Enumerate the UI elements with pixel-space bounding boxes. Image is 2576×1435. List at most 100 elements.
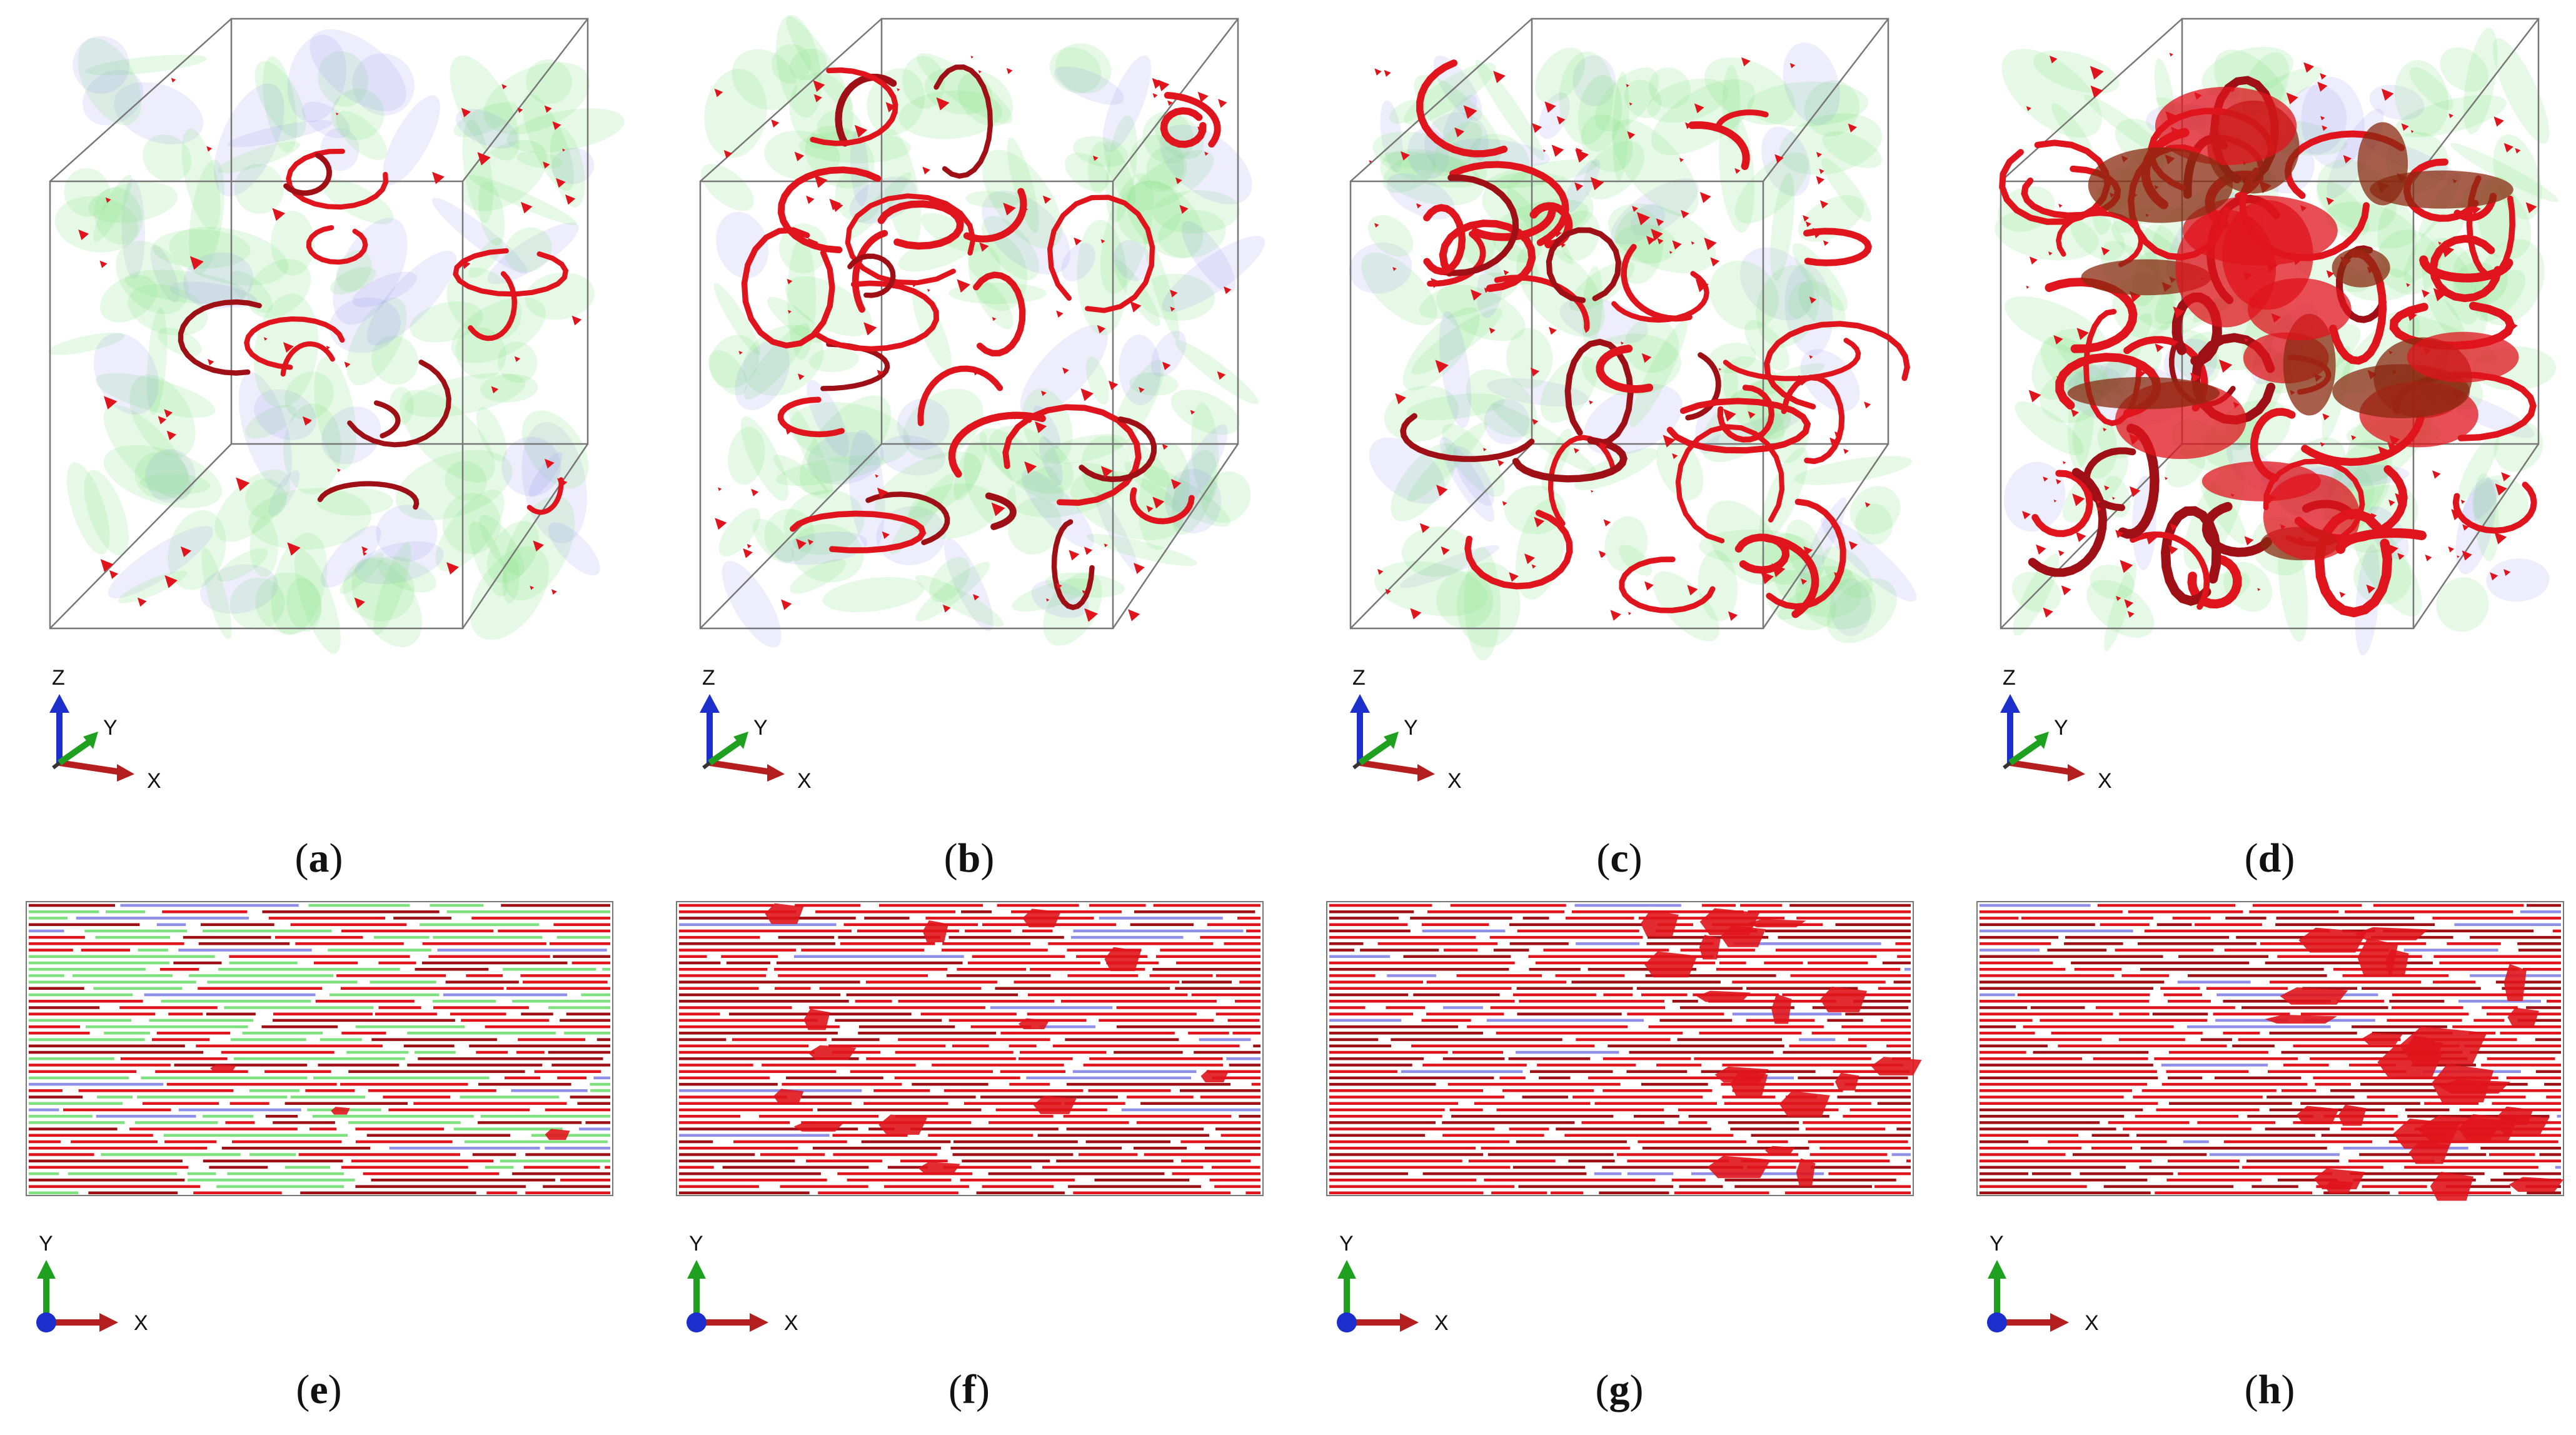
crack-fragment [2494, 531, 2507, 545]
crack-ring [917, 365, 1004, 426]
crack-fragment [1503, 269, 1509, 276]
crack-fragment [544, 105, 552, 113]
fiber-disc [145, 449, 196, 503]
damage-patches [765, 903, 1229, 1175]
crack-patch [2088, 147, 2233, 223]
fiber-disc [318, 51, 369, 107]
fiber-disc [880, 129, 922, 247]
crack-fragment [2370, 513, 2377, 520]
crack-fragment [2525, 202, 2537, 214]
section-frame [26, 901, 613, 1196]
crack-fragment [109, 570, 119, 579]
fiber-disc [134, 451, 189, 500]
fiber-disc [1061, 243, 1095, 281]
crack-patch [2175, 209, 2277, 328]
crack-fragment [714, 88, 723, 98]
crack-fragment [1789, 63, 1796, 69]
y-axis-label: Y [753, 716, 768, 740]
crack-fragment [1069, 550, 1080, 561]
fiber-disc [1200, 471, 1251, 523]
fiber-disc [1770, 173, 1795, 281]
y-axis-label: Y [689, 1232, 703, 1256]
fiber-disc [238, 372, 293, 488]
fiber-disc [1608, 203, 1716, 274]
crack-fragment [171, 78, 176, 83]
crack-fragment [1663, 435, 1676, 448]
fiber-disc [2070, 212, 2125, 261]
cube-edge [1112, 443, 1239, 629]
fiber-disc [1826, 578, 1897, 643]
crack-fragment [544, 458, 555, 469]
damage-patches [2265, 927, 2564, 1201]
damage-patch [765, 903, 804, 924]
crack-fragment [530, 585, 535, 590]
crack-ring [2031, 470, 2093, 537]
crack-ring [2045, 278, 2138, 353]
crack-fragment [2090, 85, 2103, 98]
crack-fragment [1441, 546, 1450, 555]
fiber-disc [1722, 65, 1741, 142]
crack-fragment [813, 80, 825, 93]
crack-ring [1999, 139, 2111, 225]
crack-fragment [2457, 555, 2460, 558]
damage-patch [1779, 1090, 1830, 1117]
crack-fragment [2323, 588, 2332, 597]
fiber-disc [453, 102, 518, 138]
fiber-disc [1119, 335, 1161, 406]
crack-fragment [885, 102, 896, 113]
fiber-disc [2409, 67, 2454, 110]
y-arrowhead [1988, 1260, 2006, 1279]
crack-ring [845, 193, 976, 286]
crack-fragment [723, 149, 732, 159]
crack-fragment [326, 345, 330, 350]
y-arrowhead [2034, 732, 2049, 749]
fiber-disc [376, 505, 438, 562]
fiber-disc [915, 561, 990, 622]
crack-ring [985, 492, 1017, 530]
fiber-disc [2394, 60, 2449, 136]
damage-patch [2354, 927, 2428, 940]
crack-fragment [1190, 410, 1195, 415]
crack-fragment [2366, 584, 2376, 594]
crack-fragment [1803, 546, 1813, 556]
crack-fragment [2096, 506, 2102, 512]
x-axis-label: X [784, 1311, 798, 1335]
z-arrowhead [2000, 694, 2020, 713]
crack-surfaces [1999, 53, 2537, 618]
crack-fragment [1104, 543, 1108, 548]
crack-fragment [781, 599, 792, 610]
fiber-disc [284, 371, 334, 420]
caption-d: (d) [2244, 835, 2295, 881]
fiber-disc [283, 403, 342, 495]
crack-fragment [1482, 448, 1487, 451]
crack-surfaces [78, 78, 582, 608]
crack-ring [1781, 375, 1845, 465]
crack-fragment [2173, 306, 2185, 319]
crack-fragment [747, 543, 752, 549]
fiber-disc [271, 533, 328, 635]
crack-fragment [978, 70, 982, 74]
crack-fragment [1723, 408, 1736, 422]
fiber-disc [331, 88, 385, 141]
fiber-disc [201, 548, 232, 640]
crack-fragment [1003, 203, 1016, 216]
crack-fragment [565, 194, 576, 205]
crack-fragment [2058, 203, 2063, 208]
crack-ring [1416, 59, 1508, 158]
crack-fragment [2320, 442, 2325, 447]
fiber-disc [789, 48, 827, 81]
crack-fragment [1454, 127, 1465, 138]
fiber-disc [1407, 421, 1487, 502]
fiber-disc [1349, 243, 1412, 294]
crack-fragment [543, 161, 550, 169]
crack-fragment [1672, 240, 1682, 250]
fiber-disc [1095, 491, 1139, 573]
fiber-disc [1114, 240, 1152, 281]
x-arrowhead [1400, 1313, 1419, 1332]
y-axis-arrow [58, 738, 93, 766]
fiber-disc [143, 134, 192, 182]
crack-fragment [2326, 197, 2335, 205]
crack-ring [2028, 468, 2107, 577]
fiber-disc [54, 196, 139, 253]
